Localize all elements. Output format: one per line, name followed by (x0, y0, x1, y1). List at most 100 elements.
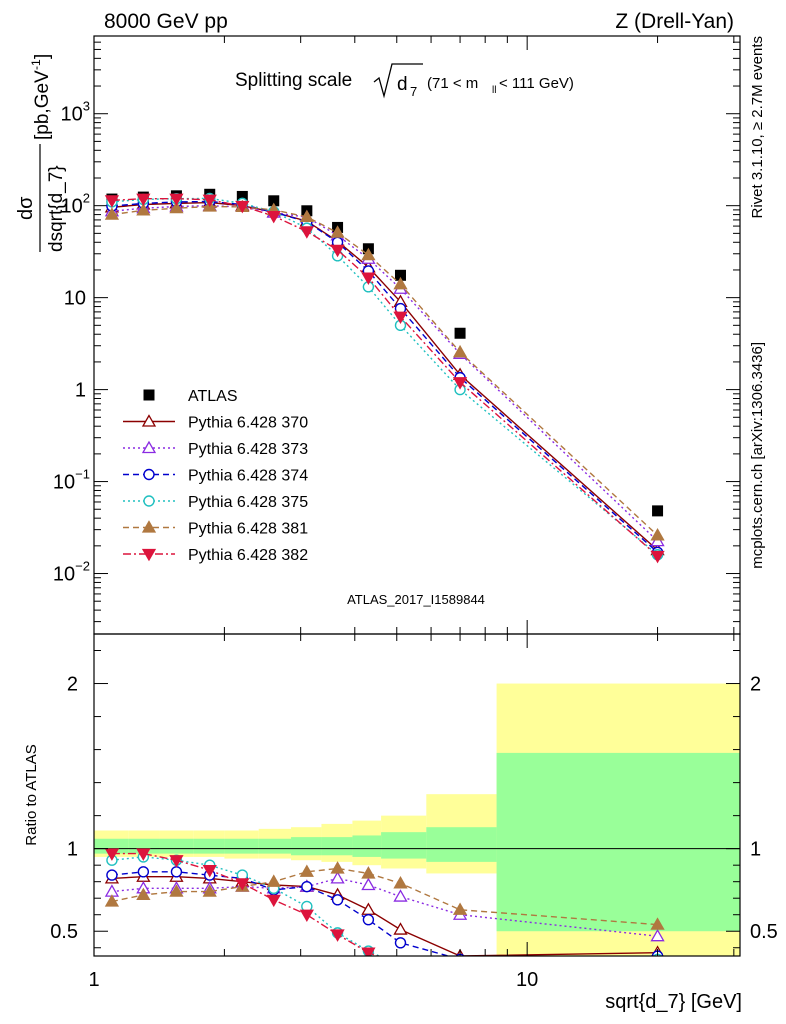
ratio-point (104, 848, 120, 861)
data-point (136, 203, 151, 216)
data-point (452, 344, 468, 358)
svg-text:Splitting scale: Splitting scale (235, 70, 352, 91)
ratio-series-line (111, 867, 658, 926)
ratio-point (169, 855, 184, 868)
ratio-series-pythia-6-428-382 (104, 848, 665, 979)
ratio-series-line (111, 871, 658, 956)
ratio-point (393, 876, 408, 889)
ratio-point (361, 902, 376, 915)
ratio-point (331, 894, 344, 906)
data-point (393, 276, 408, 290)
svg-text:< 111 GeV): < 111 GeV) (499, 75, 574, 92)
ylabel-denominator: dsqrt{d_7} (46, 165, 67, 252)
legend-marker (143, 495, 155, 507)
data-point (169, 193, 184, 207)
ratio-point (361, 947, 376, 956)
data-point (266, 210, 281, 224)
series-line (111, 198, 659, 557)
green-band (94, 838, 129, 854)
legend-entry: Pythia 6.428 370 (123, 414, 308, 432)
legend: ATLAS Pythia 6.428 370 Pythia 6.428 373 Pyt… (123, 388, 308, 564)
ratio-tick-label-right: 2 (750, 674, 761, 696)
ratio-point (650, 928, 665, 942)
mcplots-label: mcplots.cern.ch [arXiv:1306.3436] (749, 342, 766, 569)
ratio-point (393, 889, 408, 902)
y-axis-label-main: dσ dsqrt{d_7} [pb,GeV -1 ] (15, 54, 67, 252)
ratio-point (361, 866, 376, 879)
y-tick-label: 102 (61, 191, 90, 218)
ratio-point (454, 968, 466, 979)
ratio-series-line (111, 876, 658, 956)
ratio-point (136, 848, 151, 861)
y-axis-label-ratio: Ratio to ATLAS (23, 744, 40, 845)
header-right: Z (Drell-Yan) (615, 10, 734, 33)
x-axis: 1 10 (88, 36, 735, 991)
legend-entry: Pythia 6.428 374 (123, 468, 308, 485)
green-band (496, 752, 740, 932)
legend-marker (141, 414, 157, 427)
legend-marker (141, 548, 157, 562)
watermark: ATLAS_2017_I1589844 (347, 592, 485, 607)
data-point (650, 528, 665, 541)
ratio-point (330, 871, 345, 884)
ratio-point (235, 878, 250, 891)
plot-title-range-sub: ll (492, 85, 496, 96)
y-tick-label: 10−1 (53, 467, 90, 494)
data-point (652, 505, 664, 517)
ylabel-unit: [pb,GeV (32, 70, 53, 140)
series-pythia-6-428-381 (104, 199, 665, 541)
ratio-axes: 0.5 0.5 1 1 2 2 (50, 650, 778, 949)
ratio-point (299, 864, 314, 877)
data-point (330, 244, 345, 258)
main-series-layer (104, 188, 665, 564)
green-band (159, 838, 194, 854)
ratio-tick-label-left: 2 (67, 674, 78, 696)
ratio-point (330, 929, 345, 942)
data-point (202, 194, 217, 208)
data-point (268, 195, 280, 207)
ratio-point (266, 894, 281, 908)
ylabel-unit-close: ] (32, 54, 53, 59)
data-point (169, 200, 184, 214)
green-band (193, 838, 225, 854)
ratio-point (301, 880, 313, 893)
svg-text:[pb,GeV: [pb,GeV (32, 70, 53, 140)
ratio-point (202, 884, 217, 897)
ratio-point (136, 887, 151, 901)
legend-entry: Pythia 6.428 382 (123, 547, 308, 564)
y-tick-label: 103 (61, 99, 90, 126)
series-line (111, 197, 659, 556)
ratio-point (650, 917, 665, 930)
data-point (104, 207, 120, 220)
plot-title-range: (71 < m (427, 75, 478, 92)
legend-label: Pythia 6.428 374 (188, 468, 308, 485)
green-band (128, 838, 160, 854)
series-line (111, 204, 659, 542)
legend-label: Pythia 6.428 381 (188, 521, 308, 538)
y-tick-label: 10 (64, 288, 86, 310)
plot-title-symbol: d (397, 74, 408, 95)
ratio-tick-label-right: 1 (750, 839, 761, 861)
header-left: 8000 GeV pp (104, 10, 228, 33)
data-point (650, 550, 665, 564)
green-band (321, 837, 353, 856)
ratio-point (452, 902, 468, 915)
ratio-point (104, 894, 120, 907)
svg-text:dsqrt{d_7}: dsqrt{d_7} (46, 165, 67, 252)
rivet-label: Rivet 3.1.10, ≥ 2.7M events (749, 36, 766, 219)
ratio-point (137, 866, 150, 878)
legend-label: Pythia 6.428 382 (188, 547, 308, 564)
green-band (352, 835, 382, 857)
data-point (361, 272, 376, 285)
data-point (299, 226, 314, 239)
green-band (291, 837, 322, 856)
legend-label: Pythia 6.428 373 (188, 441, 308, 458)
y-tick-label: 1 (75, 380, 86, 402)
ratio-point (394, 960, 406, 971)
ratio-point (395, 961, 405, 971)
plot-title: Splitting scale d 7 (71 < m ll < 111 GeV… (235, 63, 574, 99)
ratio-point (455, 969, 465, 979)
ratio-panel: 0.5 0.5 1 1 2 2 Ratio to ATLAS (23, 633, 778, 979)
ratio-point (202, 864, 217, 878)
